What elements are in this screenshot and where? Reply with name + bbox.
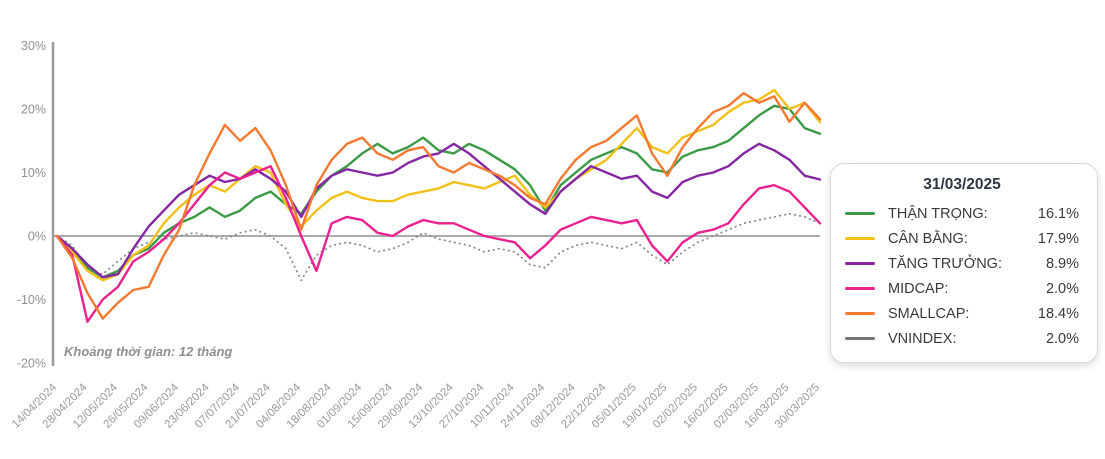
legend-value: 2.0%	[1045, 330, 1079, 347]
series-lines	[55, 88, 822, 323]
series-line-5	[56, 212, 821, 282]
legend-label: TĂNG TRƯỞNG:	[888, 255, 1002, 272]
series-line-4	[55, 91, 822, 320]
legend-date-title: 31/03/2025	[923, 176, 1001, 193]
y-tick-label: -20%	[17, 357, 46, 371]
legend-swatch-midcap	[845, 286, 875, 291]
y-tick-label: 0%	[28, 230, 46, 244]
y-tick-label: 20%	[21, 103, 46, 117]
legend-row-tang-truong: TĂNG TRƯỞNG: 8.9%	[845, 251, 1079, 276]
legend-swatch-than-trong	[845, 211, 875, 216]
series-line-0	[55, 104, 822, 279]
time-range-annotation: Khoảng thời gian: 12 tháng	[64, 344, 232, 359]
legend-swatch-tang-truong	[845, 261, 875, 266]
legend-row-smallcap: SMALLCAP: 18.4%	[845, 301, 1079, 326]
legend-value: 17.9%	[1037, 230, 1079, 247]
x-axis-tick-labels: 14/04/202428/04/202412/05/202426/05/2024…	[10, 381, 822, 431]
series-line-2	[55, 142, 822, 279]
legend-label: VNINDEX:	[888, 330, 957, 347]
legend-value: 2.0%	[1045, 280, 1079, 297]
legend-label: CÂN BẰNG:	[888, 230, 968, 247]
legend-label: THẬN TRỌNG:	[888, 205, 988, 222]
legend-row-midcap: MIDCAP: 2.0%	[845, 276, 1079, 301]
y-axis-tick-labels: 30% 20% 10% 0% -10% -20%	[17, 39, 46, 371]
legend-row-vnindex: VNINDEX: 2.0%	[845, 326, 1079, 351]
legend-swatch-can-bang	[845, 236, 875, 241]
legend-panel: 31/03/2025 THẬN TRỌNG: 16.1% CÂN BẰNG: 1…	[830, 163, 1098, 363]
legend-row-than-trong: THẬN TRỌNG: 16.1%	[845, 201, 1079, 226]
y-tick-label: 30%	[21, 39, 46, 53]
legend-value: 18.4%	[1037, 305, 1079, 322]
legend-value: 16.1%	[1037, 205, 1079, 222]
legend-label: MIDCAP:	[888, 280, 949, 297]
legend-swatch-vnindex	[845, 336, 875, 341]
y-tick-label: 10%	[21, 166, 46, 180]
legend-row-can-bang: CÂN BẰNG: 17.9%	[845, 226, 1079, 251]
legend-value: 8.9%	[1045, 255, 1079, 272]
legend-label: SMALLCAP:	[888, 305, 970, 322]
legend-swatch-smallcap	[845, 311, 875, 316]
y-tick-label: -10%	[17, 293, 46, 307]
